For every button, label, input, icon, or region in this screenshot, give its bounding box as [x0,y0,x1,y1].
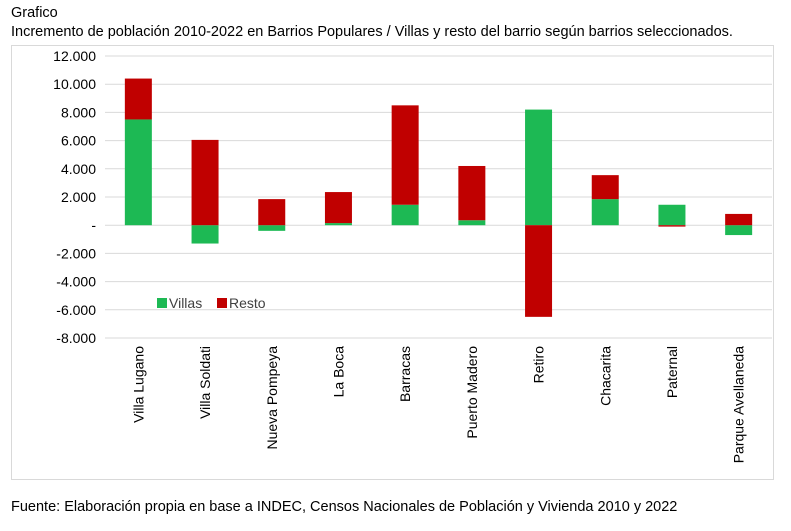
bar-resto [525,225,553,317]
bar-resto [258,199,286,226]
x-category-label: Nueva Pompeya [264,346,280,450]
bar-villas [725,225,753,236]
bar-villas [258,225,286,231]
bar-resto [124,78,152,120]
y-tick-label: - [91,217,96,233]
y-tick-label: 8.000 [61,104,96,120]
bar-resto [725,213,753,226]
y-tick-label: 10.000 [53,76,96,92]
bar-resto [458,165,486,221]
bar-villas [391,204,419,226]
bars [124,78,753,317]
bar-villas [124,119,152,226]
y-tick-label: -2.000 [56,245,96,261]
x-category-label: Paternal [664,346,680,398]
x-category-label: Parque Avellaneda [731,346,747,463]
bar-resto [591,175,619,200]
bar-villas [591,199,619,226]
y-tick-label: -4.000 [56,274,96,290]
bar-villas [458,220,486,226]
source-note: Fuente: Elaboración propia en base a IND… [11,499,678,515]
bar-villas [658,204,686,226]
legend: Villas Resto [157,295,266,311]
y-tick-label: 4.000 [61,161,96,177]
bar-resto [191,139,219,226]
x-category-label: Puerto Madero [464,346,480,439]
legend-label: Villas [169,295,202,311]
x-axis-labels: Villa Lugano Villa Soldati Nueva Pompeya La… [130,346,746,464]
x-category-label: La Boca [330,346,346,398]
bar-villas [324,223,352,226]
y-tick-label: -6.000 [56,302,96,318]
bar-resto [391,105,419,205]
x-category-label: Chacarita [597,346,613,406]
legend-swatch [157,298,167,308]
x-category-label: Retiro [531,346,547,384]
bar-villas [525,109,553,226]
x-category-label: Villa Lugano [130,346,146,423]
y-axis-labels: 12.000 10.000 8.000 6.000 4.000 2.000 - -2.000 -… [53,48,96,346]
chart-area [11,45,774,480]
x-category-label: Villa Soldati [197,346,213,419]
y-tick-label: 6.000 [61,133,96,149]
y-tick-label: 12.000 [53,48,96,64]
y-tick-label: -8.000 [56,330,96,346]
bar-resto [658,225,686,227]
x-category-label: Barracas [397,346,413,402]
chart-title: Incremento de población 2010-2022 en Bar… [11,24,733,40]
bar-villas [191,225,219,244]
y-tick-label: 2.000 [61,189,96,205]
figure-label: Grafico [11,5,58,21]
bar-resto [324,192,352,224]
legend-swatch [217,298,227,308]
legend-label: Resto [229,295,266,311]
